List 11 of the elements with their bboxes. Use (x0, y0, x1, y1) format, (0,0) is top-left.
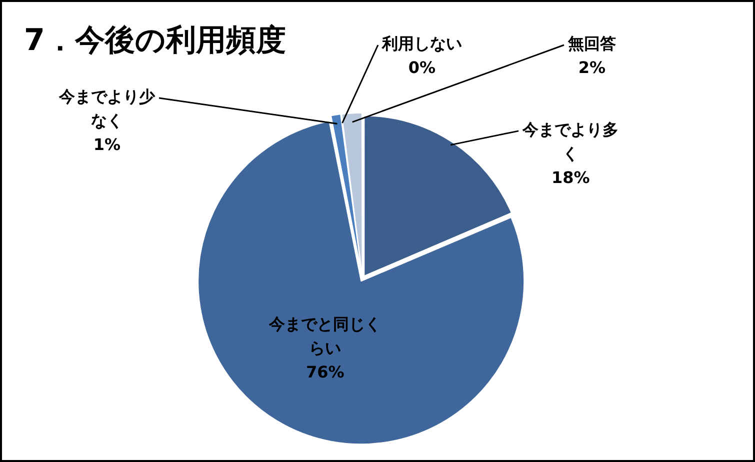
text: 0% (408, 58, 436, 78)
slice-label: 無回答 (567, 34, 616, 54)
data-label: 18% (551, 168, 590, 188)
slice-label: 今までより多く (522, 120, 619, 164)
chart-title: 7．今後の利用頻度 (24, 22, 286, 60)
data-label: 1% (93, 135, 121, 154)
slice-label: 今までと同じくらい (268, 314, 382, 358)
data-label: 76% (306, 362, 344, 382)
category-label: 利用しない (382, 34, 462, 54)
data-label: 2% (578, 58, 606, 78)
slice-label: 今までより少なく (58, 87, 156, 130)
